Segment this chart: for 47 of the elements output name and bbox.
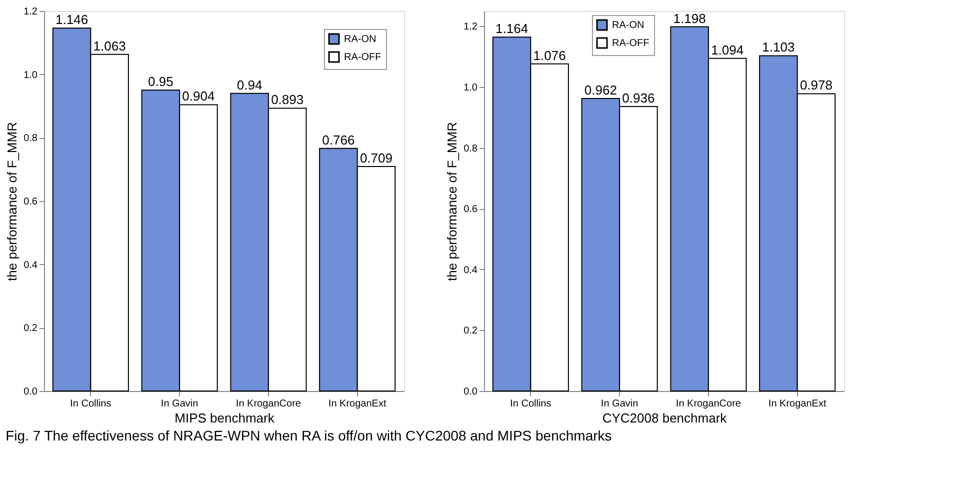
y-tick-label: 0.2 — [24, 323, 38, 334]
data-label: 0.962 — [584, 82, 617, 98]
data-label: 0.709 — [360, 150, 392, 166]
y-tick-label: 0.4 — [24, 260, 38, 271]
legend-label: RA-OFF — [612, 38, 650, 49]
x-axis-title: CYC2008 benchmark — [602, 410, 728, 426]
y-tick-label: 0.8 — [24, 133, 38, 144]
y-axis-title: the performance of F_MMR — [444, 122, 460, 281]
x-tick-label: In KroganExt — [328, 398, 386, 410]
data-label: 1.076 — [533, 48, 566, 63]
y-tick-label: 1.0 — [24, 70, 38, 81]
y-tick-label: 0.0 — [24, 386, 38, 398]
y-tick-label: 0.0 — [464, 386, 478, 398]
x-tick-label: In Gavin — [160, 398, 198, 410]
y-tick-label: 0.4 — [464, 264, 478, 276]
data-label: 0.893 — [271, 92, 304, 108]
x-axis-title: MIPS benchmark — [174, 410, 275, 426]
data-label: 1.094 — [711, 42, 744, 58]
data-label: 0.904 — [182, 88, 215, 104]
y-tick-label: 1.0 — [464, 82, 478, 94]
x-tick-label: In KroganCore — [676, 398, 742, 410]
data-label: 0.766 — [322, 132, 355, 148]
data-label: 0.978 — [800, 78, 832, 93]
legend-label: RA-ON — [612, 20, 644, 31]
data-label: 1.198 — [673, 10, 706, 26]
x-tick-label: In Collins — [510, 398, 552, 410]
y-tick-label: 0.2 — [464, 326, 478, 337]
x-tick-label: In Collins — [70, 398, 112, 410]
y-tick-label: 0.6 — [24, 196, 38, 208]
data-label: 0.95 — [148, 74, 174, 90]
data-label: 1.146 — [56, 12, 88, 28]
x-tick-label: In KroganCore — [236, 398, 302, 410]
y-tick-label: 0.8 — [464, 143, 478, 154]
data-label: 0.94 — [236, 77, 262, 92]
y-tick-label: 0.6 — [464, 204, 478, 216]
x-tick-label: In Gavin — [600, 398, 638, 410]
legend-label: RA-ON — [344, 34, 376, 45]
caption: Fig. 7 The effectiveness of NRAGE-WPN when RA is off/on with CYC2008 and MIPS benchmarks — [6, 428, 612, 444]
data-label: 1.103 — [762, 40, 795, 55]
x-tick-label: In KroganExt — [768, 398, 826, 410]
data-label: 1.063 — [93, 38, 126, 54]
y-tick-label: 1.2 — [24, 6, 38, 18]
y-tick-label: 1.2 — [464, 22, 478, 33]
data-label: 1.164 — [496, 21, 528, 36]
data-label: 0.936 — [622, 90, 655, 106]
legend-label: RA-OFF — [344, 52, 382, 63]
y-axis-title: the performance of F_MMR — [4, 122, 20, 281]
